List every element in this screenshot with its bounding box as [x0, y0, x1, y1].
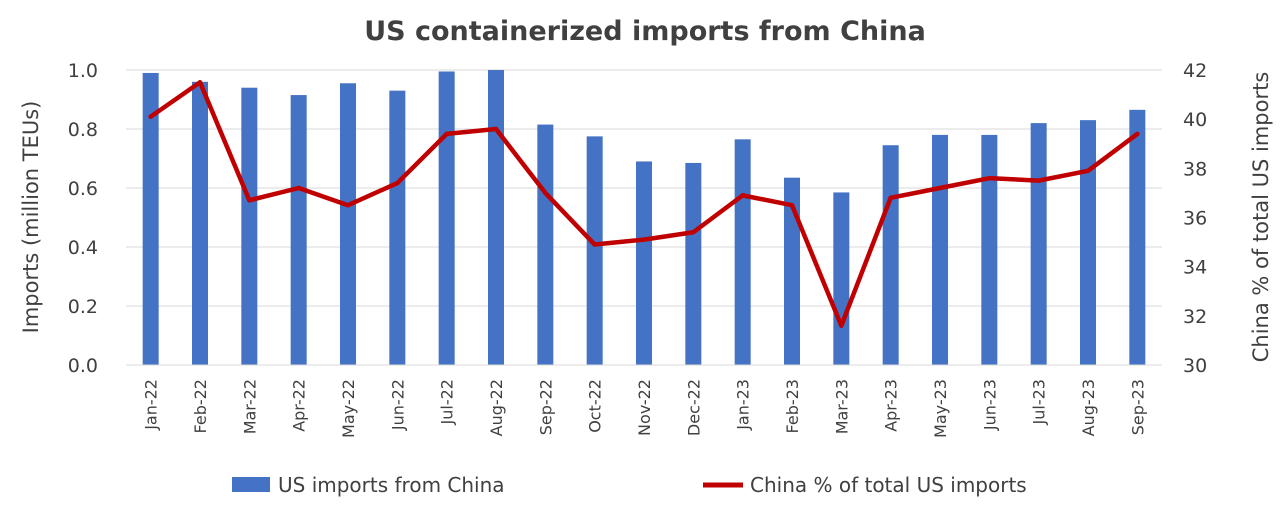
right-tick-label: 42 [1183, 60, 1207, 82]
legend-bar-label: US imports from China [278, 473, 505, 497]
line-point [296, 185, 301, 191]
x-tick-label: Jul-23 [1030, 379, 1049, 425]
bar [1030, 123, 1047, 365]
legend-bar-swatch [232, 477, 270, 492]
right-axis-label: China % of total US imports [1249, 72, 1273, 363]
x-tick-label: Feb-23 [783, 379, 802, 433]
x-tick-label: Apr-22 [290, 379, 309, 432]
line-point [641, 237, 647, 242]
line-point [789, 203, 795, 208]
bar [981, 134, 998, 365]
legend-line-label: China % of total US imports [750, 473, 1027, 497]
x-tick-label: Apr-23 [882, 379, 901, 432]
bar [932, 134, 948, 365]
bar [241, 87, 258, 365]
line-point [148, 114, 153, 119]
bar [537, 124, 554, 365]
line-point [888, 195, 893, 201]
left-tick-label: 1.0 [68, 60, 98, 82]
bar [340, 83, 356, 366]
left-tick-label: 0.4 [68, 237, 98, 259]
left-tick-label: 0.8 [68, 119, 98, 141]
x-tick-label: Feb-22 [191, 379, 210, 433]
x-tick-label: Aug-22 [487, 379, 506, 436]
bar [488, 70, 504, 365]
x-tick-label: Dec-22 [684, 379, 703, 436]
left-tick-label: 0.0 [68, 355, 98, 377]
right-tick-label: 34 [1183, 257, 1207, 279]
line-point [937, 185, 943, 191]
chart-title: US containerized imports from China [364, 16, 926, 47]
x-tick-label: May-22 [339, 379, 358, 438]
line-point [247, 198, 252, 203]
line-point [395, 180, 400, 186]
right-tick-label: 32 [1183, 306, 1207, 328]
bar [833, 192, 850, 365]
bar [1129, 109, 1146, 365]
bar-series [142, 70, 1146, 366]
x-tick-label: Sep-22 [536, 379, 555, 435]
line-point [740, 193, 745, 198]
bar [290, 95, 307, 365]
x-tick-label: Nov-22 [635, 379, 654, 436]
bar [734, 139, 751, 365]
line-point [839, 323, 844, 328]
line-series [148, 80, 1140, 328]
x-tick-label: Jul-22 [438, 379, 457, 425]
line-point [691, 230, 696, 235]
bar [784, 177, 800, 365]
right-tick-label: 40 [1183, 109, 1207, 131]
bar [438, 71, 455, 365]
line-point [345, 203, 351, 208]
line-point [1085, 168, 1091, 173]
x-tick-label: Mar-23 [832, 379, 851, 434]
left-tick-label: 0.6 [68, 178, 98, 200]
bar [586, 136, 603, 365]
bar [685, 162, 702, 365]
line-point [197, 80, 203, 85]
legend: US imports from China China % of total U… [232, 473, 1027, 497]
bar [636, 161, 652, 365]
line-point [987, 175, 992, 181]
x-tick-label: Sep-23 [1128, 379, 1147, 435]
line-point [444, 131, 449, 137]
x-tick-label: Jan-23 [734, 379, 753, 431]
left-axis-label: Imports (million TEUs) [19, 101, 43, 334]
bar [1080, 120, 1096, 366]
line-point [493, 126, 499, 132]
right-tick-label: 30 [1183, 355, 1207, 377]
bar [389, 90, 406, 366]
bar [142, 72, 159, 365]
line-point [1135, 131, 1140, 137]
x-tick-label: May-23 [931, 379, 950, 438]
left-axis: 0.0 0.2 0.4 0.6 0.8 1.0 [68, 60, 98, 377]
x-tick-label: Aug-23 [1079, 379, 1098, 436]
x-tick-label: Jun-23 [980, 379, 999, 431]
left-tick-label: 0.2 [68, 296, 98, 318]
bar [882, 145, 899, 365]
right-tick-label: 36 [1183, 208, 1207, 230]
x-tick-label: Jan-22 [142, 379, 161, 431]
x-tick-label: Mar-22 [240, 379, 259, 434]
right-tick-label: 38 [1183, 158, 1207, 180]
line-point [543, 190, 548, 196]
x-tick-label: Jun-22 [388, 379, 407, 431]
line-point [592, 242, 597, 247]
bar [192, 81, 208, 366]
right-axis: 30 32 34 36 38 40 42 [1183, 60, 1207, 377]
x-axis: Jan-22 Feb-22 Mar-22 Apr-22 May-22 Jun-22 Jul-… [126, 364, 1162, 438]
line-point [1036, 178, 1041, 183]
x-tick-label: Oct-22 [586, 379, 605, 433]
